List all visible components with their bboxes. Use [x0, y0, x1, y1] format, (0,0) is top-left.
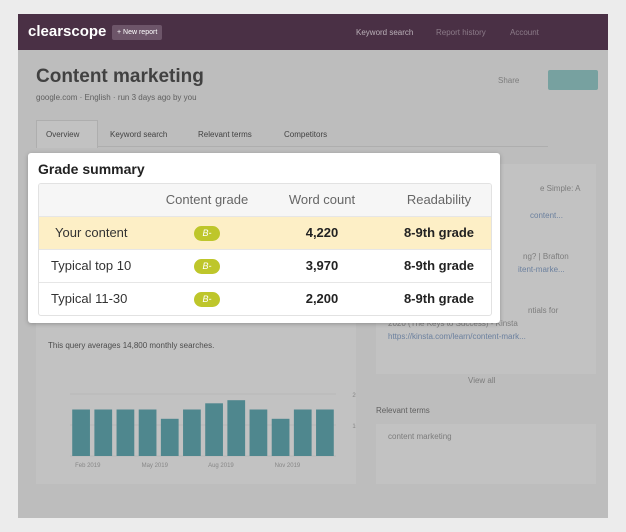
table-row: Your content B- 4,220 8-9th grade	[39, 216, 491, 249]
y-tick-label: 10k	[352, 424, 356, 430]
spacer	[592, 33, 596, 37]
result-url: itent-marke...	[518, 265, 565, 274]
section-title: Relevant terms	[376, 406, 430, 415]
top-bar: clearscope + New report Keyword search R…	[18, 14, 608, 50]
word-count: 4,220	[305, 225, 339, 240]
grade-cell: B-	[147, 283, 267, 315]
row-label: Your content	[55, 225, 128, 240]
grade-summary-card: Grade summary Content grade Word count Rea…	[28, 153, 500, 323]
bar	[205, 403, 223, 456]
bar	[227, 400, 246, 456]
column-header: Content grade	[165, 192, 249, 207]
readability: 8-9th grade	[403, 258, 475, 273]
result-title: e Simple: A	[540, 184, 581, 193]
result-title: 2020 (The Keys to Success) - Kinsta	[388, 319, 518, 328]
tab[interactable]: Relevant terms	[198, 130, 252, 139]
card-title: Grade summary	[38, 161, 145, 177]
bar	[183, 409, 201, 456]
grade-badge: B-	[194, 292, 220, 308]
grade-cell: B-	[147, 217, 267, 249]
table-row: Typical top 10 B- 3,970 8-9th grade	[39, 249, 491, 282]
grade-table: Content grade Word count Readability Your c…	[38, 183, 492, 316]
readability: 8-9th grade	[403, 225, 475, 240]
app: clearscope + New report Keyword search R…	[18, 14, 608, 518]
terms-panel	[376, 424, 596, 484]
result-url: content...	[530, 211, 563, 220]
primary-button[interactable]	[548, 70, 598, 90]
x-tick-label: Feb 2019	[75, 463, 101, 469]
x-tick-label: Aug 2019	[208, 463, 234, 469]
term: content marketing	[388, 432, 452, 441]
grade-badge: B-	[194, 226, 220, 242]
bar	[72, 409, 90, 456]
word-count: 2,200	[305, 291, 339, 306]
nav-link[interactable]: Account	[510, 28, 539, 37]
bar	[138, 409, 157, 456]
result-title: ng? | Brafton	[523, 252, 569, 261]
readability: 8-9th grade	[403, 291, 475, 306]
grade-cell: B-	[147, 250, 267, 282]
bar	[94, 409, 113, 456]
y-tick-label: 20k	[352, 393, 356, 399]
column-header: Readability	[406, 192, 472, 207]
share-button[interactable]: Share	[498, 76, 520, 85]
report-title: Content marketing	[36, 66, 204, 87]
view-all[interactable]: View all	[468, 376, 496, 385]
result-url: https://kinsta.com/learn/content-mark...	[388, 332, 526, 341]
nav-link[interactable]: Report history	[436, 28, 486, 37]
x-tick-label: Nov 2019	[275, 463, 301, 469]
nav-link[interactable]: Keyword search	[356, 28, 414, 37]
bar	[116, 409, 135, 456]
tab[interactable]: Overview	[46, 130, 80, 139]
x-tick-label: May 2019	[142, 463, 169, 469]
word-count: 3,970	[305, 258, 339, 273]
column-header: Word count	[288, 192, 356, 207]
bar	[160, 418, 179, 456]
row-label: Typical top 10	[51, 258, 132, 273]
bar	[293, 409, 312, 456]
bar	[249, 409, 268, 456]
report-meta: google.com · English · run 3 days ago by…	[36, 93, 197, 102]
table-header: Content grade Word count Readability	[39, 184, 491, 216]
logo[interactable]: clearscope	[28, 23, 107, 40]
query-text: This query averages 14,800 monthly searc…	[48, 341, 215, 350]
active-tab	[36, 120, 98, 148]
grade-badge: B-	[194, 259, 220, 275]
bar	[271, 418, 290, 456]
row-label: Typical 11-30	[51, 291, 128, 306]
tab[interactable]: Competitors	[284, 130, 328, 139]
new-report-button[interactable]: + New report	[112, 25, 163, 40]
tab-bar	[36, 120, 548, 147]
table-row: Typical 11-30 B- 2,200 8-9th grade	[39, 282, 491, 315]
tab[interactable]: Keyword search	[110, 130, 168, 139]
bar	[316, 409, 334, 456]
result-title: ntials for	[528, 306, 559, 315]
